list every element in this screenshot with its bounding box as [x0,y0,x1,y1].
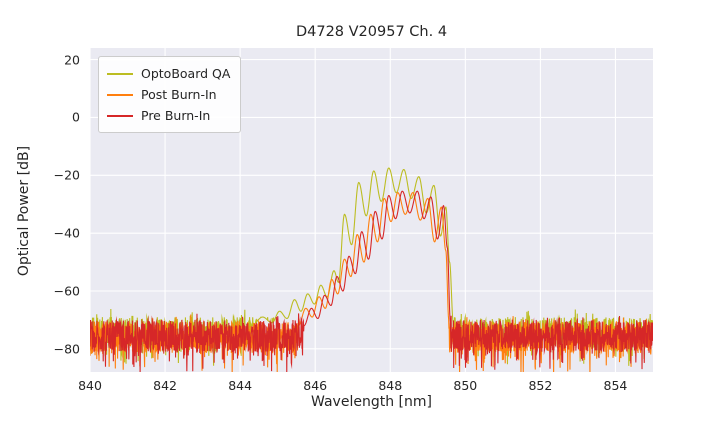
x-axis-label: Wavelength [nm] [311,394,432,410]
legend-label: Post Burn-In [141,87,217,102]
legend-item-optoboard-qa: OptoBoard QA [107,63,230,84]
y-axis-label: Optical Power [dB] [16,145,32,277]
x-tick-label: 850 [453,378,478,393]
y-tick-label: −80 [53,341,80,357]
legend-line-swatch [107,114,133,117]
x-tick-label: 852 [528,378,553,393]
x-tick-label: 854 [603,378,628,393]
x-tick-label: 844 [228,378,253,393]
x-tick-label: 842 [153,378,177,393]
legend-line-swatch [107,72,133,75]
y-tick-label: −60 [53,283,80,299]
y-tick-label: 0 [72,109,80,125]
legend-label: Pre Burn-In [141,108,211,123]
x-tick-label: 840 [78,378,102,393]
legend-label: OptoBoard QA [141,66,231,81]
legend-item-post-burn-in: Post Burn-In [107,84,230,105]
y-tick-label: 20 [64,52,80,68]
x-tick-label: 846 [303,378,328,393]
legend-item-pre-burn-in: Pre Burn-In [107,105,230,126]
legend-line-swatch [107,93,133,96]
legend: OptoBoard QA Post Burn-In Pre Burn-In [98,56,242,133]
y-tick-label: −20 [53,167,80,183]
chart-title: D4728 V20957 Ch. 4 [295,24,448,40]
y-tick-label: −40 [53,225,80,241]
x-tick-label: 848 [378,378,403,393]
